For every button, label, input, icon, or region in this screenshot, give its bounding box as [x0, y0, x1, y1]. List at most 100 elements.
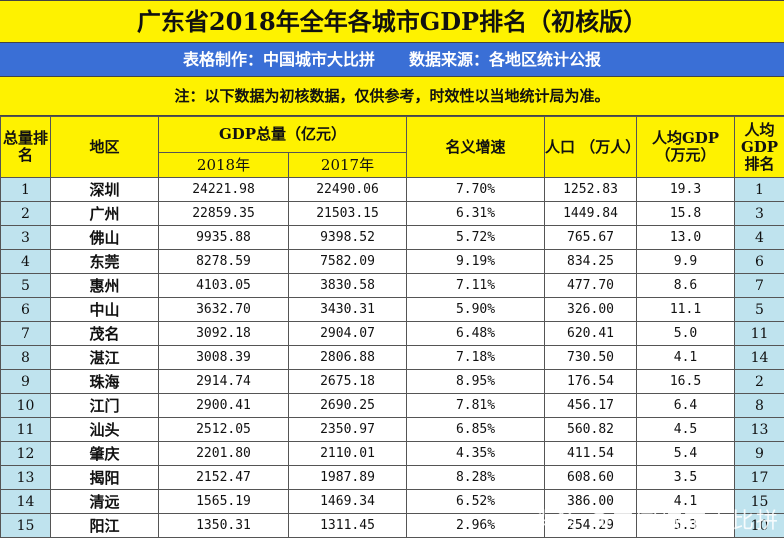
header-region: 地区 [51, 117, 159, 178]
cell-population: 411.54 [545, 442, 637, 466]
header-per-capita: 人均GDP（万元） [637, 117, 735, 178]
cell-region: 阳江 [51, 514, 159, 538]
cell-gdp-2018: 3092.18 [159, 322, 289, 346]
cell-growth: 7.11% [407, 274, 545, 298]
cell-per-capita: 16.5 [637, 370, 735, 394]
cell-rank: 7 [1, 322, 51, 346]
gdp-ranking-table: 总量排名 地区 GDP总量（亿元） 名义增速 人口 （万人） 人均GDP（万元）… [0, 116, 784, 538]
cell-per-capita: 3.5 [637, 466, 735, 490]
cell-gdp-2018: 2512.05 [159, 418, 289, 442]
cell-per-capita-rank: 14 [735, 346, 784, 370]
cell-gdp-2017: 3830.58 [289, 274, 407, 298]
cell-rank: 14 [1, 490, 51, 514]
cell-region: 汕头 [51, 418, 159, 442]
note: 注：以下数据为初核数据，仅供参考，时效性以当地统计局为准。 [0, 77, 784, 116]
cell-gdp-2017: 3430.31 [289, 298, 407, 322]
cell-growth: 8.28% [407, 466, 545, 490]
cell-gdp-2018: 22859.35 [159, 202, 289, 226]
header-rank: 总量排名 [1, 117, 51, 178]
cell-region: 东莞 [51, 250, 159, 274]
cell-gdp-2017: 1987.89 [289, 466, 407, 490]
cell-per-capita-rank: 7 [735, 274, 784, 298]
cell-growth: 2.96% [407, 514, 545, 538]
cell-growth: 5.72% [407, 226, 545, 250]
cell-growth: 7.70% [407, 178, 545, 202]
cell-per-capita: 6.4 [637, 394, 735, 418]
cell-gdp-2018: 2900.41 [159, 394, 289, 418]
cell-population: 326.00 [545, 298, 637, 322]
page-title: 广东省2018年全年各城市GDP排名（初核版） [0, 0, 784, 43]
cell-rank: 4 [1, 250, 51, 274]
cell-growth: 8.95% [407, 370, 545, 394]
cell-gdp-2018: 9935.88 [159, 226, 289, 250]
cell-gdp-2017: 1311.45 [289, 514, 407, 538]
cell-gdp-2018: 2914.74 [159, 370, 289, 394]
cell-rank: 6 [1, 298, 51, 322]
table-maker: 表格制作：中国城市大比拼 [183, 50, 375, 69]
cell-population: 477.70 [545, 274, 637, 298]
cell-region: 肇庆 [51, 442, 159, 466]
cell-gdp-2018: 24221.98 [159, 178, 289, 202]
header-per-capita-rank: 人均GDP排名 [735, 117, 784, 178]
cell-rank: 2 [1, 202, 51, 226]
cell-population: 176.54 [545, 370, 637, 394]
header-2018: 2018年 [159, 153, 289, 178]
cell-per-capita-rank: 13 [735, 418, 784, 442]
cell-growth: 6.52% [407, 490, 545, 514]
cell-population: 560.82 [545, 418, 637, 442]
cell-population: 834.25 [545, 250, 637, 274]
cell-gdp-2017: 1469.34 [289, 490, 407, 514]
cell-region: 揭阳 [51, 466, 159, 490]
cell-gdp-2017: 9398.52 [289, 226, 407, 250]
cell-per-capita-rank: 5 [735, 298, 784, 322]
cell-per-capita: 13.0 [637, 226, 735, 250]
header-population: 人口 （万人） [545, 117, 637, 178]
watermark: 头条 @中国城市大比拼 [531, 503, 780, 535]
cell-per-capita-rank: 11 [735, 322, 784, 346]
cell-gdp-2018: 2152.47 [159, 466, 289, 490]
cell-rank: 1 [1, 178, 51, 202]
cell-rank: 11 [1, 418, 51, 442]
header-2017: 2017年 [289, 153, 407, 178]
cell-per-capita-rank: 3 [735, 202, 784, 226]
cell-per-capita-rank: 1 [735, 178, 784, 202]
cell-growth: 9.19% [407, 250, 545, 274]
cell-gdp-2018: 1350.31 [159, 514, 289, 538]
cell-region: 中山 [51, 298, 159, 322]
cell-region: 深圳 [51, 178, 159, 202]
cell-region: 清远 [51, 490, 159, 514]
cell-gdp-2017: 2690.25 [289, 394, 407, 418]
cell-gdp-2018: 8278.59 [159, 250, 289, 274]
cell-gdp-2017: 21503.15 [289, 202, 407, 226]
cell-growth: 5.90% [407, 298, 545, 322]
cell-per-capita: 9.9 [637, 250, 735, 274]
cell-gdp-2017: 2350.97 [289, 418, 407, 442]
cell-region: 佛山 [51, 226, 159, 250]
cell-per-capita-rank: 4 [735, 226, 784, 250]
cell-rank: 15 [1, 514, 51, 538]
cell-gdp-2017: 7582.09 [289, 250, 407, 274]
cell-region: 茂名 [51, 322, 159, 346]
cell-growth: 7.18% [407, 346, 545, 370]
cell-per-capita-rank: 8 [735, 394, 784, 418]
data-source: 数据来源：各地区统计公报 [409, 50, 601, 69]
cell-per-capita: 4.5 [637, 418, 735, 442]
cell-rank: 5 [1, 274, 51, 298]
cell-gdp-2018: 2201.80 [159, 442, 289, 466]
header-gdp-total: GDP总量（亿元） [159, 117, 407, 153]
cell-rank: 3 [1, 226, 51, 250]
cell-rank: 13 [1, 466, 51, 490]
cell-per-capita: 8.6 [637, 274, 735, 298]
cell-per-capita-rank: 17 [735, 466, 784, 490]
cell-rank: 9 [1, 370, 51, 394]
cell-per-capita: 5.4 [637, 442, 735, 466]
header-growth: 名义增速 [407, 117, 545, 178]
